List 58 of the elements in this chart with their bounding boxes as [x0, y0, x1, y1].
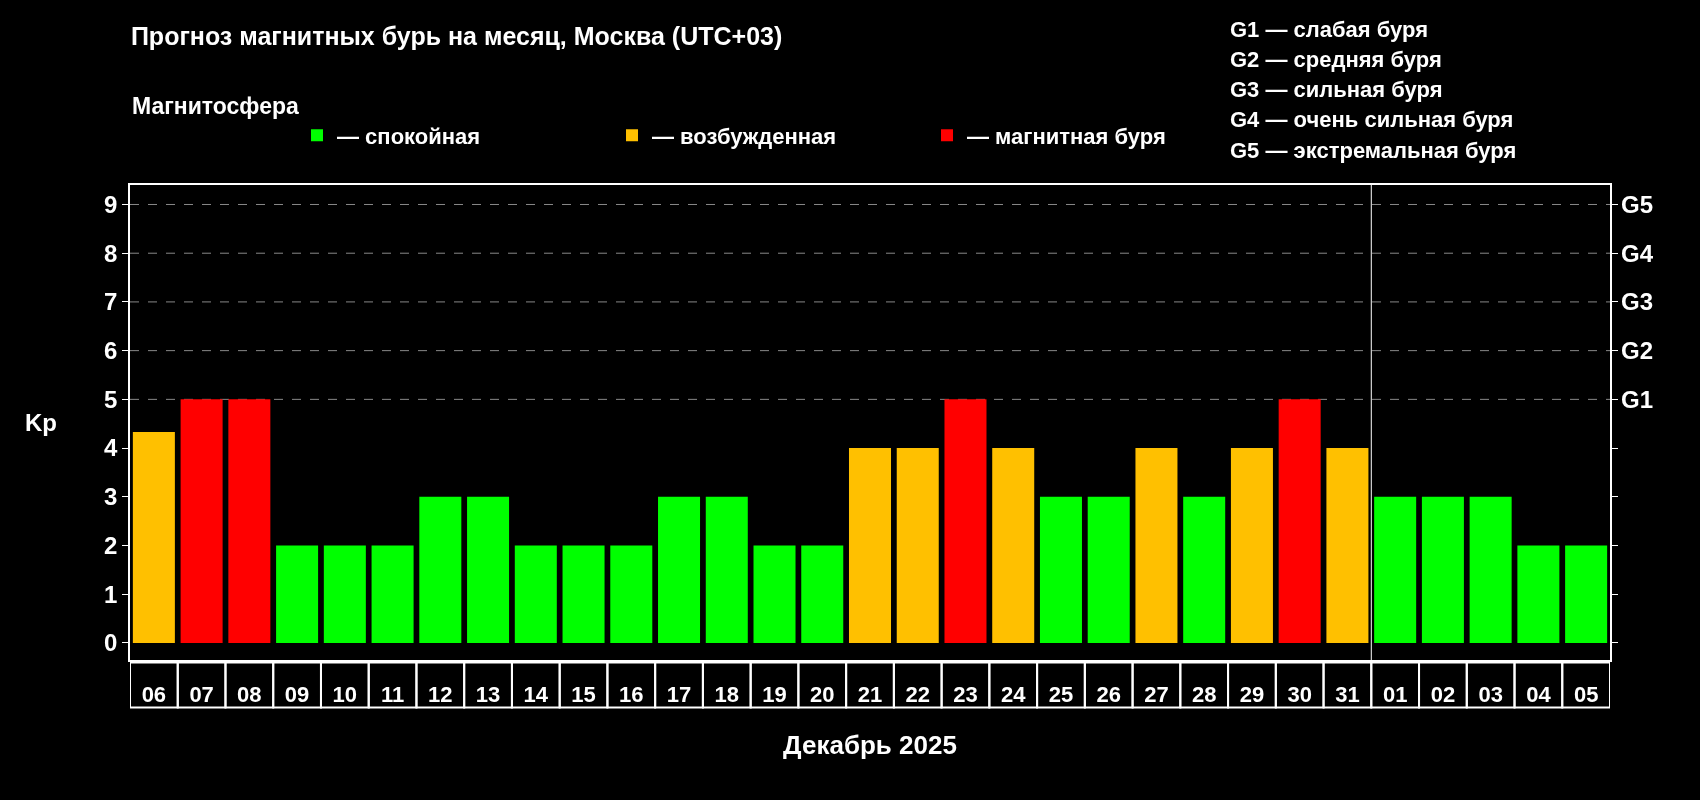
x-tick-label: 09 — [284, 682, 310, 708]
x-tick-label: 23 — [953, 682, 978, 708]
text: G2 — средняя буря — [1230, 47, 1442, 72]
x-tick-label: 16 — [619, 682, 644, 708]
y-tick-label: 2 — [104, 531, 118, 559]
text: G5 — экстремальная буря — [1230, 138, 1517, 163]
y-tick-label: 6 — [104, 337, 118, 365]
text: G4 — очень сильная буря — [1230, 107, 1514, 132]
y-tick-label: 3 — [104, 483, 118, 511]
x-tick-label: 27 — [1144, 682, 1169, 708]
ref-line-label: G5 — [1621, 191, 1654, 218]
x-tick-label: 19 — [762, 682, 787, 708]
x-tick-label: 01 — [1382, 682, 1408, 708]
x-tick-label: 28 — [1191, 682, 1217, 708]
x-tick-label: 17 — [666, 682, 692, 708]
x-tick-label: 20 — [810, 682, 835, 708]
x-tick-label: 13 — [475, 682, 501, 708]
x-tick-label: 07 — [189, 682, 214, 708]
legend-label: — спокойная — [337, 123, 481, 149]
y-tick-label: 4 — [104, 434, 119, 462]
y-tick-label: 7 — [104, 288, 118, 316]
ref-line-label: G4 — [1621, 240, 1654, 267]
x-tick-label: 26 — [1096, 682, 1121, 708]
legend-label: — возбужденная — [652, 123, 837, 149]
x-tick-label: 08 — [237, 682, 262, 708]
x-tick-label: 25 — [1048, 682, 1074, 708]
y-tick-label: 8 — [104, 239, 118, 267]
y-tick-label: 5 — [104, 385, 118, 413]
y-axis-title: Kp — [25, 409, 57, 436]
x-tick-label: 12 — [428, 682, 453, 708]
x-tick-label: 21 — [857, 682, 883, 708]
x-tick-label: 14 — [523, 682, 549, 708]
x-axis-title: Декабрь 2025 — [783, 730, 957, 761]
x-tick-label: 10 — [332, 682, 358, 708]
y-tick-label: 0 — [104, 629, 118, 657]
ref-line-label: G3 — [1621, 288, 1654, 315]
x-tick-label: 15 — [571, 682, 596, 708]
ref-line-label: G2 — [1621, 337, 1654, 364]
x-tick-label: 22 — [905, 682, 930, 708]
x-tick-label: 24 — [1000, 682, 1027, 708]
x-tick-label: 06 — [141, 682, 167, 708]
x-tick-label: 30 — [1287, 682, 1312, 708]
y-tick-label: 9 — [104, 190, 118, 218]
ref-line-label: G1 — [1621, 386, 1654, 413]
x-tick-label: 31 — [1335, 682, 1360, 708]
x-tick-label: 18 — [714, 682, 740, 708]
y-tick-label: 1 — [104, 580, 118, 608]
x-tick-label: 11 — [380, 682, 405, 708]
x-tick-label: 04 — [1526, 682, 1552, 708]
x-tick-label: 02 — [1430, 682, 1456, 708]
text: G3 — сильная буря — [1230, 77, 1443, 102]
x-tick-label: 29 — [1239, 682, 1265, 708]
text: G1 — слабая буря — [1230, 17, 1429, 42]
legend-title: Магнитосфера — [132, 93, 299, 120]
chart-title: Прогноз магнитных бурь на месяц, Москва (UTC+03) — [130, 21, 783, 50]
x-tick-label: 05 — [1573, 682, 1599, 708]
x-tick-label: 03 — [1478, 682, 1503, 708]
legend-label: — магнитная буря — [967, 123, 1166, 149]
